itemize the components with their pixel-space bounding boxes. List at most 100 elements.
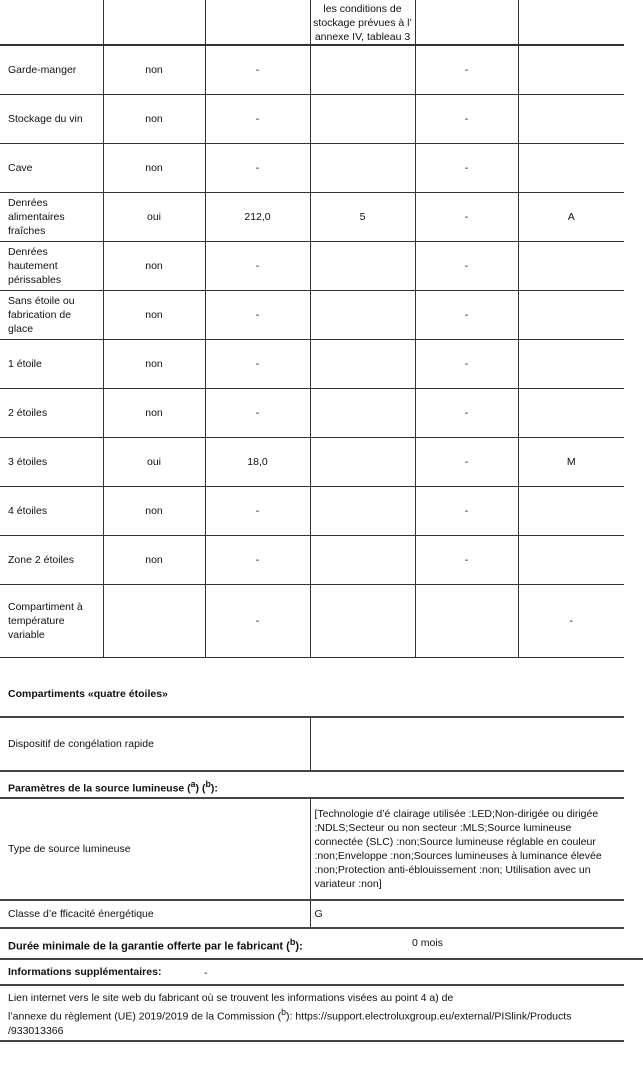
warranty-value: 0 mois: [412, 937, 443, 949]
class-value: M: [517, 437, 624, 487]
volume-value: 212,0: [204, 192, 310, 242]
cell-value: -: [414, 339, 518, 389]
volume-value: 18,0: [204, 437, 310, 487]
class-value: A: [517, 192, 624, 242]
cell-value: -: [414, 192, 518, 242]
temperature-value: 5: [309, 192, 415, 242]
table-row: Stockage du vin non - -: [0, 94, 624, 144]
present-value: non: [102, 290, 205, 340]
compartment-name: 4 étoiles: [0, 486, 103, 536]
volume-value: -: [204, 94, 310, 144]
four-star-title: Compartiments «quatre étoiles»: [8, 688, 168, 700]
table-row: Garde-manger non - -: [0, 45, 624, 95]
table-row: 4 étoiles non - -: [0, 486, 624, 536]
cell-value: -: [414, 45, 518, 95]
rapid-freeze-label: Dispositif de congélation rapide: [0, 717, 310, 772]
present-value: non: [102, 535, 205, 585]
divider: [0, 958, 643, 960]
info-value: -: [204, 967, 208, 979]
four-star-table: Dispositif de congélation rapide: [0, 716, 624, 772]
light-source-table: Type de source lumineuse [Technologie d’é…: [0, 797, 624, 929]
compartment-name: Denrées alimentaires fraîches: [0, 192, 103, 242]
compartment-name: Garde-manger: [0, 45, 103, 95]
compartment-name: 2 étoiles: [0, 388, 103, 438]
class-value: [517, 290, 624, 340]
table-row: Denrées alimentaires fraîches oui 212,0 5- A: [0, 192, 624, 242]
temperature-value: [309, 437, 415, 487]
volume-value: -: [204, 143, 310, 193]
table-row: 3 étoiles oui 18,0 - M: [0, 437, 624, 487]
present-value: non: [102, 94, 205, 144]
volume-value: -: [204, 486, 310, 536]
present-value: non: [102, 486, 205, 536]
volume-value: -: [204, 388, 310, 438]
temperature-value: [309, 584, 415, 658]
light-source-title: Paramètres de la source lumineuse (a) (b…: [8, 779, 218, 795]
class-value: [517, 45, 624, 95]
compartment-name: 1 étoile: [0, 339, 103, 389]
energy-class-label: Classe d’e fficacité énergétique: [0, 900, 310, 929]
table-row: Denrées hautement périssables non - -: [0, 241, 624, 291]
warranty-label: Durée minimale de la garantie offerte pa…: [8, 937, 303, 953]
compartment-name: Sans étoile ou fabrication de glace: [0, 290, 103, 340]
cell-value: -: [414, 486, 518, 536]
divider: [0, 984, 624, 986]
temperature-value: [309, 388, 415, 438]
table-row: Sans étoile ou fabrication de glace non - -: [0, 290, 624, 340]
class-value: [517, 388, 624, 438]
present-value: [102, 584, 205, 658]
table-row: Cave non - -: [0, 143, 624, 193]
compartment-name: Cave: [0, 143, 103, 193]
volume-value: -: [204, 290, 310, 340]
divider: [0, 1040, 624, 1042]
info-label: Informations supplémentaires:: [8, 966, 162, 978]
manufacturer-link[interactable]: https://support.electroluxgroup.eu/exter…: [8, 1010, 572, 1037]
temperature-value: [309, 45, 415, 95]
temperature-value: [309, 339, 415, 389]
class-value: [517, 339, 624, 389]
volume-value: -: [204, 535, 310, 585]
cell-value: -: [414, 94, 518, 144]
temperature-value: [309, 241, 415, 291]
compartment-name: Zone 2 étoiles: [0, 535, 103, 585]
compartment-name: Denrées hautement périssables: [0, 241, 103, 291]
class-value: [517, 486, 624, 536]
cell-value: -: [414, 388, 518, 438]
light-type-value: [Technologie d’é clairage utilisée :LED;…: [309, 798, 624, 901]
temperature-value: [309, 94, 415, 144]
cell-value: -: [414, 143, 518, 193]
class-value: -: [517, 584, 624, 658]
compartment-name: 3 étoiles: [0, 437, 103, 487]
class-value: [517, 241, 624, 291]
volume-value: -: [204, 339, 310, 389]
cell-value: -: [414, 290, 518, 340]
present-value: non: [102, 143, 205, 193]
cell-value: -: [414, 437, 518, 487]
present-value: non: [102, 339, 205, 389]
cell-value: [414, 584, 518, 658]
class-value: [517, 143, 624, 193]
volume-value: -: [204, 241, 310, 291]
table-row: Compartiment à température variable - -: [0, 584, 624, 658]
volume-value: -: [204, 45, 310, 95]
manufacturer-link-text: Lien internet vers le site web du fabric…: [8, 992, 572, 1037]
table-row: 2 étoiles non - -: [0, 388, 624, 438]
energy-class-value: G: [309, 900, 624, 929]
present-value: non: [102, 45, 205, 95]
table-header-row: les conditions de stockage prévues à l’ …: [0, 0, 624, 46]
cell-value: -: [414, 241, 518, 291]
temperature-value: [309, 535, 415, 585]
table-row: Zone 2 étoiles non - -: [0, 535, 624, 585]
header-storage-conditions: les conditions de stockage prévues à l’ …: [309, 0, 415, 46]
table-row: 1 étoile non - -: [0, 339, 624, 389]
volume-value: -: [204, 584, 310, 658]
compartment-name: Stockage du vin: [0, 94, 103, 144]
temperature-value: [309, 486, 415, 536]
present-value: oui: [102, 437, 205, 487]
compartment-table: les conditions de stockage prévues à l’ …: [0, 0, 624, 658]
rapid-freeze-value: [309, 717, 624, 772]
temperature-value: [309, 290, 415, 340]
class-value: [517, 535, 624, 585]
class-value: [517, 94, 624, 144]
present-value: non: [102, 388, 205, 438]
